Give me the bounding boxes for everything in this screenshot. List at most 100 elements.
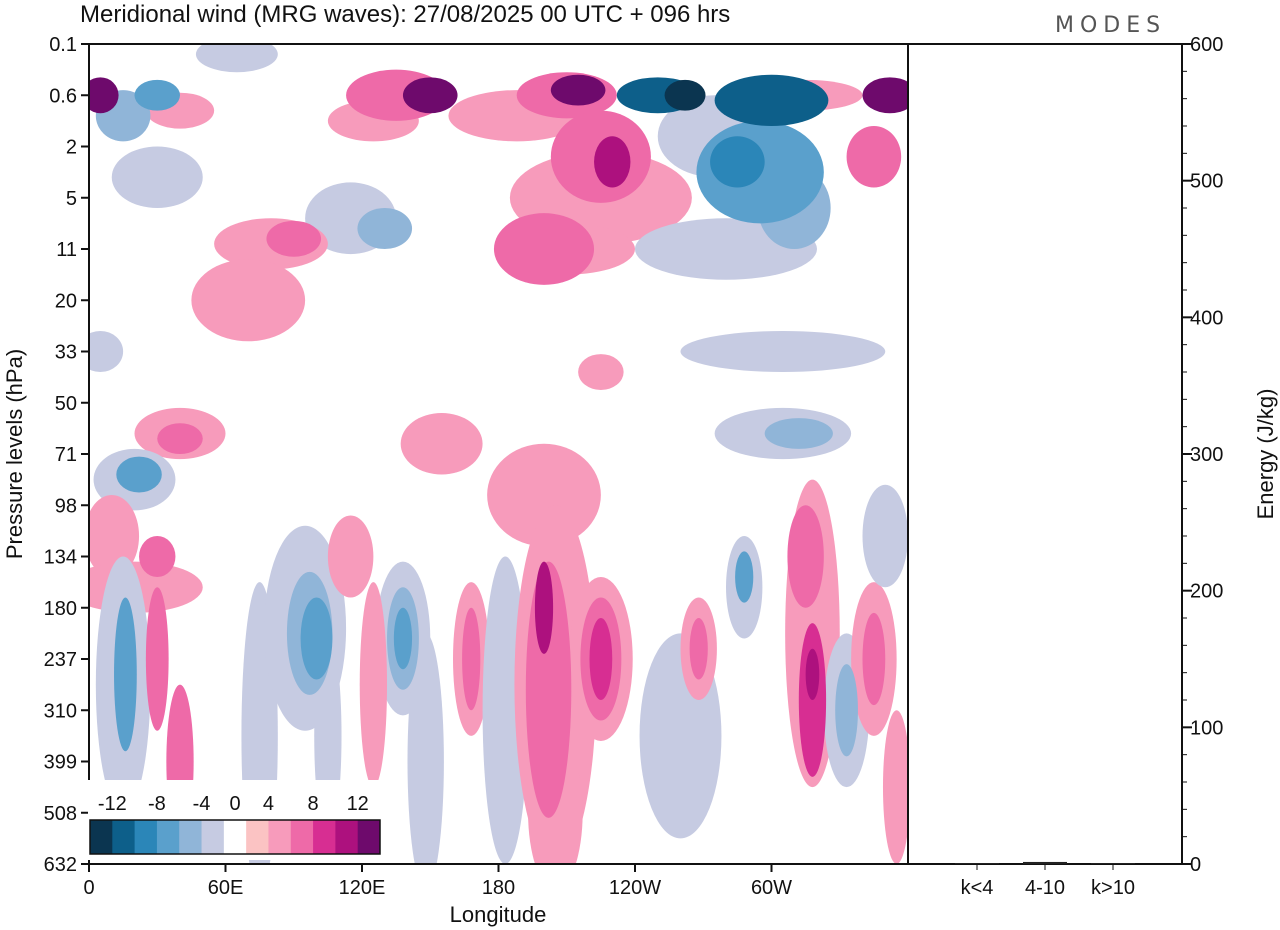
colorbar-swatch — [246, 820, 269, 854]
energy-tick-label: 500 — [1190, 171, 1223, 193]
energy-bar — [1091, 863, 1135, 864]
colorbar-label: 8 — [308, 793, 319, 815]
contour-region — [487, 443, 601, 547]
contour-region — [805, 648, 820, 700]
contour-region — [407, 633, 444, 864]
y-tick-label: 5 — [66, 188, 77, 210]
contour-region — [493, 213, 595, 285]
colorbar-swatch — [112, 820, 136, 854]
y-tick-label: 11 — [56, 239, 77, 261]
contour-region — [735, 551, 754, 603]
contour-region — [89, 77, 119, 114]
contour-region — [594, 136, 631, 188]
colorbar-frame — [89, 819, 381, 855]
longitude-axis: 0 60E 120E 180 120W 60W — [83, 864, 792, 899]
energy-bar — [955, 863, 999, 864]
colorbar-label: -8 — [148, 793, 166, 815]
contour-region — [114, 597, 137, 752]
contour-region — [393, 607, 413, 670]
contour-region — [550, 74, 606, 106]
energy-tick-label: 200 — [1190, 581, 1223, 603]
contour-region — [846, 126, 902, 188]
colorbar-swatch — [357, 820, 381, 854]
y-tick-label: 50 — [55, 393, 77, 415]
energy-axis: 0 100 200 300 400 500 600 — [1182, 34, 1223, 876]
colorbar-swatch — [313, 820, 336, 854]
colorbar-label: -12 — [98, 793, 127, 815]
contour-region — [664, 79, 706, 111]
y-tick-label: 508 — [44, 803, 77, 825]
contour-region — [157, 423, 203, 454]
energy-frame — [907, 43, 1183, 865]
colorbar-swatch — [268, 820, 292, 854]
contour-region — [862, 484, 908, 588]
colorbar: -12 -8 -4 0 4 8 12 — [88, 780, 382, 860]
contour-region — [462, 607, 481, 711]
y-tick-label: 98 — [55, 495, 77, 517]
y-tick-label: 632 — [44, 854, 77, 876]
pressure-axis: 0.1 0.6 2 5 11 20 33 50 71 98 134 180 237 310 399 508 63… — [44, 34, 89, 876]
contour-region — [787, 505, 824, 608]
y-tick-label: 134 — [44, 547, 77, 569]
x-tick-label: 60W — [751, 877, 792, 899]
colorbar-label: 12 — [347, 793, 369, 815]
x-tick-label: 120W — [609, 877, 661, 899]
contour-region — [400, 413, 483, 475]
contour-region — [714, 74, 829, 126]
k-category-label: k>10 — [1091, 877, 1135, 899]
contour-region — [862, 77, 908, 114]
x-tick-label: 60E — [208, 877, 244, 899]
colorbar-swatch — [90, 820, 113, 854]
contour-region — [534, 561, 554, 654]
colorbar-label: 0 — [229, 793, 240, 815]
k-category-label: k<4 — [961, 877, 994, 899]
contour-region — [300, 597, 333, 680]
contour-region — [89, 495, 140, 577]
contour-region — [589, 618, 613, 700]
colorbar-swatch — [223, 820, 247, 854]
x-tick-label: 0 — [83, 877, 94, 899]
contour-region — [134, 79, 180, 111]
y-axis-label: Pressure levels (hPa) — [2, 349, 27, 559]
wavenumber-axis: k<4 4-10 k>10 — [961, 864, 1135, 899]
contour-region — [357, 208, 413, 249]
contour-region — [111, 146, 203, 208]
contour-region — [578, 354, 624, 390]
energy-bar — [1023, 861, 1067, 864]
y-tick-label: 180 — [44, 598, 77, 620]
y-tick-label: 237 — [44, 649, 77, 671]
contour-region — [359, 582, 388, 788]
contour-region — [191, 259, 306, 342]
contour-region — [116, 456, 162, 493]
contour-region — [689, 618, 708, 680]
contour-region — [139, 536, 176, 577]
contour-region — [402, 77, 458, 114]
contour-region — [89, 331, 124, 372]
contour-region — [680, 331, 886, 372]
wind-field — [89, 44, 908, 864]
contour-region — [862, 612, 886, 706]
k-category-label: 4-10 — [1025, 877, 1065, 899]
y-tick-label: 0.1 — [49, 34, 77, 56]
colorbar-swatch — [290, 820, 314, 854]
energy-tick-label: 0 — [1190, 854, 1201, 876]
colorbar-label: -4 — [193, 793, 211, 815]
energy-bars — [955, 861, 1135, 864]
contour-region — [145, 587, 169, 731]
contour-region — [266, 220, 322, 257]
energy-tick-label: 600 — [1190, 34, 1223, 56]
y-tick-label: 33 — [55, 342, 77, 364]
contour-region — [195, 44, 278, 73]
chart-title: Meridional wind (MRG waves): 27/08/2025 … — [80, 1, 730, 28]
contour-region — [798, 623, 827, 777]
colorbar-swatch — [134, 820, 158, 854]
colorbar-swatch — [179, 820, 203, 854]
energy-axis-label: Energy (J/kg) — [1253, 389, 1278, 520]
y-tick-label: 0.6 — [49, 85, 77, 107]
y-tick-label: 20 — [55, 290, 77, 312]
contour-region — [327, 515, 374, 598]
energy-tick-label: 400 — [1190, 307, 1223, 329]
energy-tick-label: 300 — [1190, 444, 1223, 466]
energy-tick-label: 100 — [1190, 717, 1223, 739]
